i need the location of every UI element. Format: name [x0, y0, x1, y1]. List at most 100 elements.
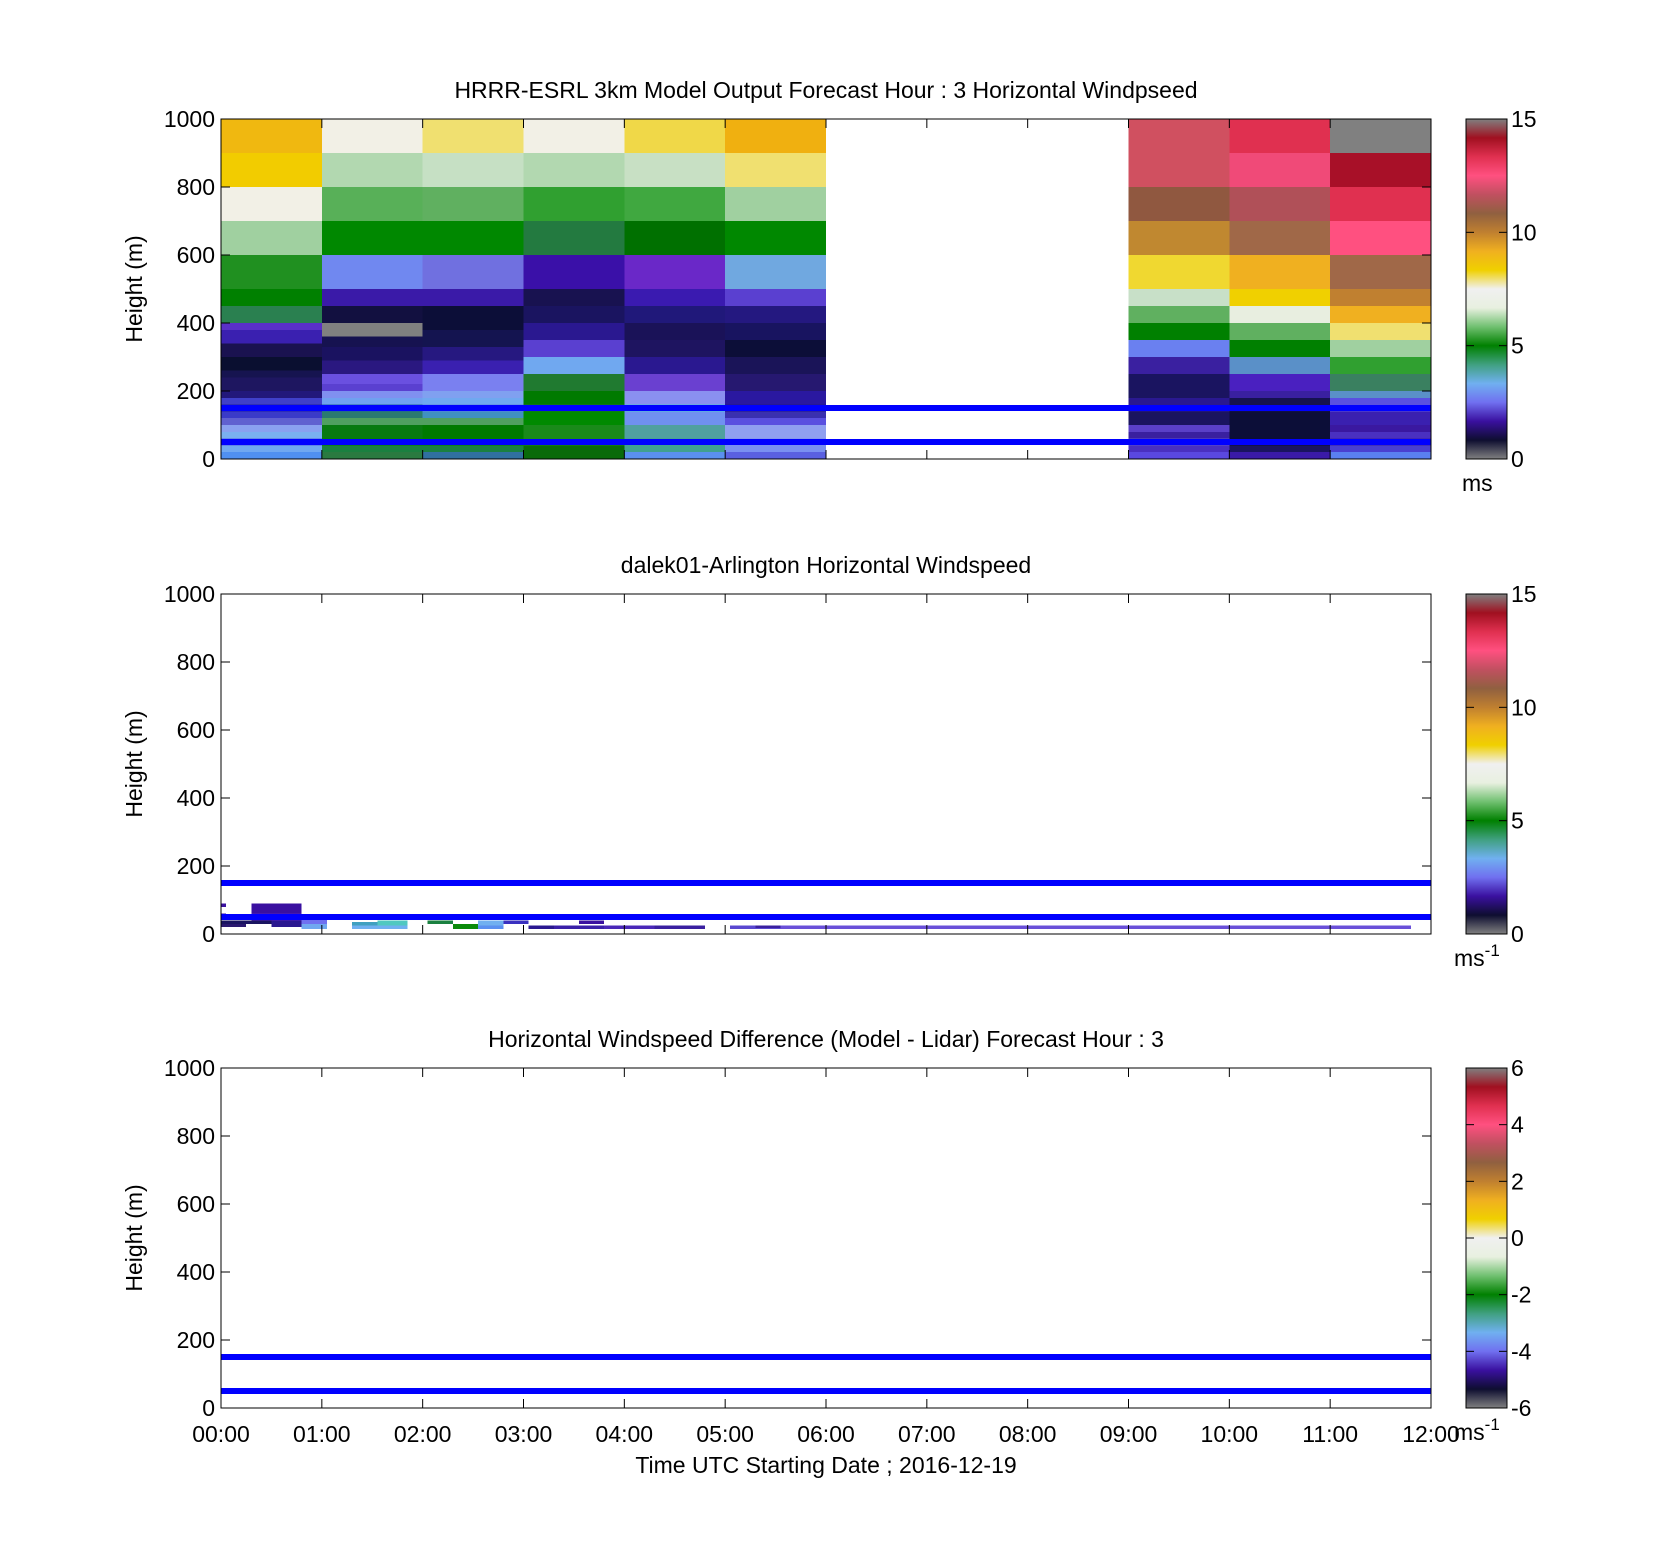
heatmap-cell	[422, 255, 524, 289]
heatmap-cell	[1330, 221, 1431, 255]
x-tick-label: 12:00	[1402, 1421, 1460, 1447]
x-axis-label: Time UTC Starting Date ; 2016-12-19	[635, 1452, 1016, 1478]
heatmap-cell	[523, 306, 625, 323]
heatmap-cell	[624, 306, 726, 323]
heatmap-cell	[624, 357, 726, 374]
heatmap-cell	[553, 925, 605, 929]
colorbar-tick-label: -2	[1511, 1282, 1531, 1308]
heatmap-cell	[422, 418, 524, 425]
heatmap-cell	[321, 360, 423, 374]
y-tick-label: 200	[177, 1327, 215, 1353]
colorbar: 0 5 10 15 ms	[1462, 106, 1537, 496]
heatmap-cell	[422, 289, 524, 306]
heatmap-cell	[1229, 323, 1331, 340]
heatmap-cell	[352, 925, 408, 929]
heatmap-cell	[1229, 445, 1331, 453]
panel-3: Horizontal Windspeed Difference (Model -…	[121, 1026, 1532, 1478]
heatmap-cell	[221, 357, 322, 371]
heatmap-cell	[321, 119, 423, 153]
heatmap-cell	[725, 187, 826, 221]
heatmap-cell	[1229, 289, 1331, 306]
heatmap-cell	[1330, 153, 1431, 187]
heatmap-cell	[624, 411, 726, 425]
heatmap-cell	[221, 431, 322, 439]
chart-panels: HRRR-ESRL 3km Model Output Forecast Hour…	[121, 77, 1537, 1478]
heatmap-cell	[321, 418, 423, 425]
colorbar-tick-label: 10	[1511, 694, 1537, 720]
heatmap-cell	[503, 920, 529, 924]
x-tick-label: 02:00	[394, 1421, 452, 1447]
heatmap-cell	[221, 370, 322, 378]
heatmap-cell	[1128, 187, 1230, 221]
heatmap-cell	[221, 306, 322, 323]
heatmap-cell	[422, 346, 524, 361]
heatmap-cell	[1128, 221, 1230, 255]
heatmap-cell	[1330, 445, 1431, 453]
heatmap-cell	[1229, 452, 1331, 459]
heatmap-cell	[654, 925, 705, 929]
heatmap-cell	[1330, 289, 1431, 306]
heatmap-cell	[221, 343, 322, 357]
y-tick-label: 600	[177, 1191, 215, 1217]
heatmap-cell	[1330, 306, 1431, 323]
heatmap-cell	[1229, 255, 1331, 289]
colorbar-unit-base: ms	[1454, 1419, 1485, 1445]
heatmap-cell	[427, 920, 453, 924]
heatmap-cell	[624, 391, 726, 405]
x-tick-label: 08:00	[999, 1421, 1057, 1447]
heatmap-cell	[1128, 452, 1230, 459]
heatmap-cell	[271, 920, 302, 928]
heatmap-cell	[1229, 357, 1331, 374]
colorbar-unit-base: ms	[1454, 945, 1485, 971]
heatmap-cell	[321, 397, 423, 405]
colorbar-unit: ms	[1462, 470, 1493, 496]
heatmap-cell	[377, 920, 408, 926]
heatmap-cell	[1229, 153, 1331, 187]
y-tick-label: 200	[177, 378, 215, 404]
y-axis-label: Height (m)	[121, 710, 147, 817]
heatmap-cell	[725, 374, 826, 391]
heatmap-cell	[528, 925, 554, 929]
panel-2: dalek01-Arlington Horizontal Windspeed 0 2…	[121, 552, 1537, 971]
heatmap-cell	[321, 384, 423, 391]
heatmap-cell	[422, 411, 524, 419]
heatmap-cell	[1128, 306, 1230, 323]
heatmap-cell	[221, 329, 322, 344]
heatmap-cell	[478, 920, 504, 926]
heatmap-cell	[321, 374, 423, 385]
heatmap-cell	[422, 397, 524, 405]
heatmap-cell	[725, 391, 826, 405]
heatmap-cell	[422, 374, 524, 391]
x-tick-label: 10:00	[1201, 1421, 1259, 1447]
heatmap-cell	[624, 340, 726, 357]
heatmap-cell	[321, 289, 423, 306]
x-tick-label: 06:00	[797, 1421, 855, 1447]
heatmap-cell	[523, 357, 625, 374]
heatmap-cell	[725, 119, 826, 153]
y-tick-label: 600	[177, 717, 215, 743]
heatmap-cell	[1330, 340, 1431, 357]
colorbar-tick-label: 4	[1511, 1112, 1524, 1138]
heatmap-cell	[1330, 323, 1431, 340]
heatmap-cell	[1330, 187, 1431, 221]
plot-area	[221, 1068, 1431, 1408]
heatmap-cell	[321, 306, 423, 323]
heatmap-cell	[725, 221, 826, 255]
heatmap-cell	[1128, 119, 1230, 187]
y-tick-label: 0	[202, 1395, 215, 1421]
heatmap-cell	[221, 923, 247, 928]
heatmap-cell	[221, 119, 322, 153]
heatmap-cell	[624, 187, 726, 221]
x-tick-label: 04:00	[596, 1421, 654, 1447]
heatmap-cell	[221, 411, 322, 419]
heatmap-cell	[1128, 445, 1230, 453]
heatmap-cell	[725, 306, 826, 323]
colorbar-unit: ms-1	[1454, 941, 1500, 971]
colorbar-tick-label: 6	[1511, 1055, 1524, 1081]
heatmap-cell	[725, 153, 826, 187]
y-axis-label: Height (m)	[121, 1184, 147, 1291]
heatmap-cell	[221, 377, 322, 391]
colorbar-tick-label: 0	[1511, 446, 1524, 472]
heatmap-cell	[321, 346, 423, 361]
